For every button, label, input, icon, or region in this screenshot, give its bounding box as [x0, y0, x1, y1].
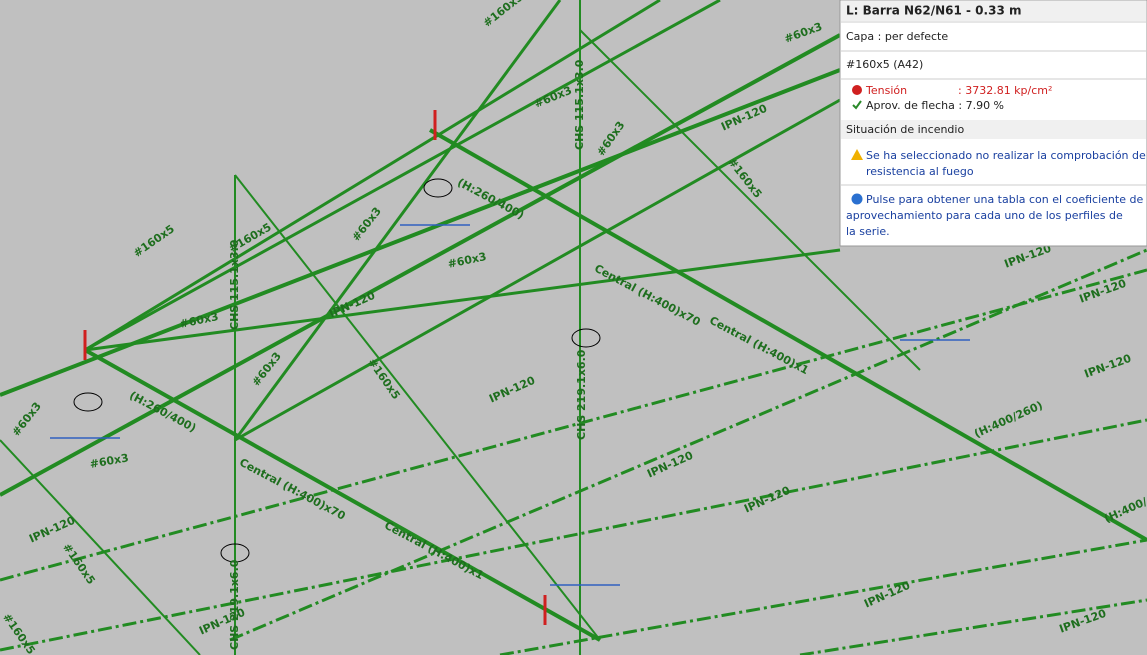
- error-icon: [852, 85, 862, 95]
- brace: [0, 439, 201, 655]
- beam: [84, 0, 661, 352]
- info-icon[interactable]: [851, 193, 863, 205]
- stress-label: Tensión: [865, 84, 907, 97]
- tooltip-title: L: Barra N62/N61 - 0.33 m: [846, 4, 1021, 18]
- tooltip-header: [841, 1, 1146, 21]
- beam: [0, 68, 841, 397]
- beam: [234, 98, 841, 442]
- bar-label: CHS 219.1x6.0: [575, 349, 588, 440]
- check-icon: [852, 100, 862, 110]
- node-ring: [220, 543, 250, 563]
- beam: [84, 348, 601, 642]
- profile: #160x5 (A42): [846, 58, 923, 71]
- beam: [84, 0, 721, 352]
- node-ring: [423, 178, 453, 198]
- bar-label: CHS 115.1x3.0: [228, 239, 241, 330]
- deflection: Aprov. de flecha : 7.90 %: [866, 99, 1004, 112]
- beam: [233, 0, 562, 441]
- stress-value: : 3732.81 kp/cm²: [958, 84, 1052, 97]
- info-text[interactable]: aprovechamiento para cada uno de los per…: [846, 209, 1123, 222]
- layer: Capa : per defecte: [846, 30, 948, 43]
- fire-header: Situación de incendio: [846, 123, 964, 136]
- beam: [499, 538, 1147, 655]
- node-ring: [73, 392, 103, 412]
- bar-label: CHS 115.1x3.0: [573, 59, 586, 150]
- beam: [0, 33, 841, 497]
- node-ring: [571, 328, 601, 348]
- beam: [799, 598, 1147, 655]
- warning-icon: [851, 149, 863, 160]
- warning-text: resistencia al fuego: [866, 165, 974, 178]
- support: [50, 224, 970, 586]
- info-text[interactable]: la serie.: [846, 225, 890, 238]
- bar-label: CHS 219.1x6.0: [228, 559, 241, 650]
- beam: [0, 418, 1147, 652]
- beam: [429, 128, 1147, 542]
- warning-text: Se ha seleccionado no realizar la compro…: [866, 149, 1146, 162]
- beam: [84, 248, 841, 352]
- section-header: [841, 120, 1146, 139]
- brace: [579, 29, 921, 371]
- beam: [0, 268, 1147, 582]
- brace: [234, 174, 601, 641]
- selected-node: [83, 110, 547, 625]
- beam: [229, 248, 1147, 642]
- tooltip: L: Barra N62/N61 - 0.33 m Capa : per def…: [839, 0, 1147, 247]
- info-text[interactable]: Pulse para obtener una tabla con el coef…: [866, 193, 1143, 206]
